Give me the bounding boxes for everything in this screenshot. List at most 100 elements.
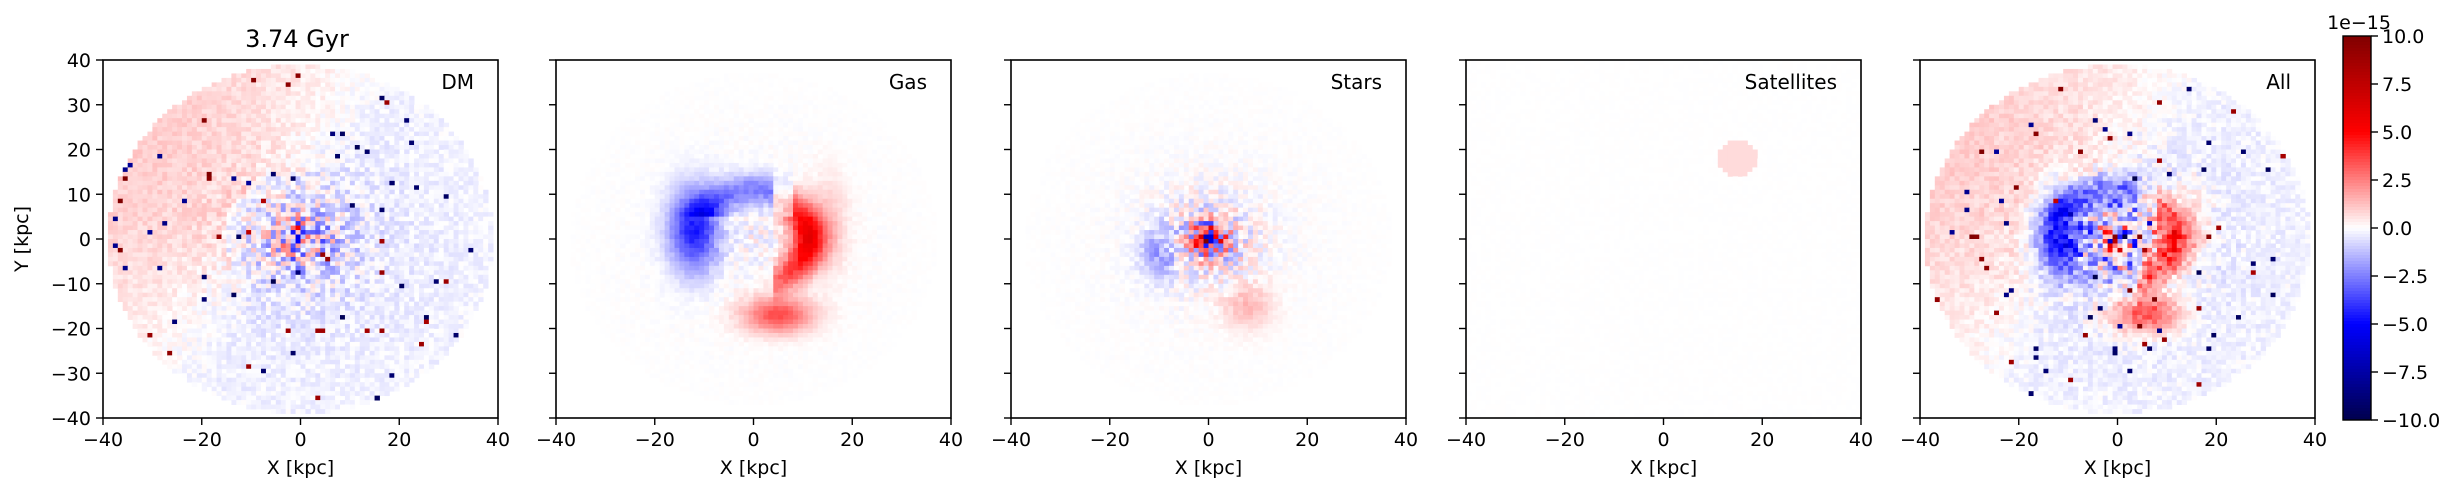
- heatmap-cell: [723, 100, 730, 106]
- heatmap-cell: [428, 301, 435, 307]
- heatmap-cell: [270, 207, 277, 213]
- heatmap-cell: [364, 400, 371, 405]
- heatmap-cell: [758, 73, 764, 79]
- heatmap-cell: [359, 212, 366, 218]
- heatmap-cell: [295, 332, 301, 338]
- heatmap-cell: [122, 252, 129, 258]
- heatmap-cell: [354, 185, 361, 191]
- heatmap-cell: [354, 243, 361, 249]
- heatmap-cell: [340, 216, 346, 222]
- heatmap-cell: [763, 100, 769, 106]
- heatmap-cell: [206, 189, 213, 195]
- heatmap-cell: [270, 127, 277, 133]
- heatmap-cell: [290, 109, 296, 115]
- heatmap-cell: [132, 221, 138, 226]
- heatmap-cell: [463, 310, 469, 316]
- heatmap-cell: [822, 104, 828, 110]
- heatmap-cell: [463, 265, 469, 271]
- heatmap-cell: [285, 274, 292, 280]
- heatmap-cell: [122, 234, 129, 240]
- heatmap-cell: [251, 261, 257, 267]
- heatmap-cell: [285, 373, 292, 379]
- heatmap-cell: [290, 404, 296, 410]
- heatmap-cell: [320, 91, 326, 97]
- heatmap-cell: [404, 100, 410, 106]
- heatmap-cell: [270, 153, 277, 159]
- heatmap-cell: [330, 225, 336, 231]
- heatmap-cell: [349, 391, 356, 397]
- heatmap-cell: [236, 341, 242, 347]
- heatmap-cell: [399, 207, 405, 213]
- heatmap-cell: [305, 377, 311, 383]
- heatmap-cell: [256, 350, 262, 356]
- heatmap-cell: [182, 230, 188, 235]
- heatmap-cell: [191, 140, 198, 146]
- heatmap-cell: [270, 185, 277, 191]
- heatmap-cell: [127, 261, 134, 267]
- heatmap-cell: [394, 167, 400, 173]
- heatmap-cell: [231, 194, 237, 200]
- heatmap-cell: [270, 86, 277, 92]
- heatmap-cell: [453, 171, 459, 177]
- heatmap-cell: [152, 328, 158, 334]
- heatmap-cell: [320, 145, 326, 150]
- heatmap-cell: [261, 373, 267, 379]
- heatmap-cell: [152, 310, 158, 316]
- heatmap-cell: [433, 180, 440, 186]
- heatmap-cell: [488, 212, 494, 218]
- heatmap-cell: [428, 337, 435, 343]
- heatmap-cell: [216, 341, 222, 347]
- heatmap-cell: [182, 221, 188, 226]
- heatmap-cell: [305, 113, 311, 119]
- heatmap-cell: [320, 216, 326, 222]
- heatmap-cell: [226, 341, 232, 347]
- heatmap-cell: [261, 194, 267, 200]
- heatmap-cell: [399, 368, 405, 374]
- heatmap-cell: [206, 301, 213, 307]
- heatmap-cell: [384, 261, 390, 267]
- heatmap-cell: [201, 274, 208, 280]
- heatmap-cell: [409, 350, 415, 356]
- heatmap-cell: [241, 332, 247, 338]
- heatmap-cell: [443, 279, 450, 285]
- heatmap-cell: [280, 377, 287, 383]
- heatmap-cell: [285, 283, 292, 289]
- heatmap-cell: [285, 288, 292, 294]
- heatmap-cell: [797, 100, 804, 106]
- heatmap-cell: [320, 180, 326, 186]
- heatmap-cell: [241, 315, 247, 320]
- heatmap-cell: [157, 265, 163, 271]
- heatmap-cell: [275, 180, 282, 186]
- heatmap-cell: [315, 306, 321, 312]
- heatmap-cell: [211, 288, 217, 294]
- heatmap-cell: [295, 337, 301, 343]
- heatmap-cell: [468, 158, 474, 164]
- heatmap-cell: [206, 225, 213, 231]
- heatmap-cell: [364, 319, 371, 325]
- heatmap-cell: [231, 86, 237, 92]
- heatmap-cell: [404, 212, 410, 218]
- heatmap-cell: [414, 109, 420, 115]
- heatmap-cell: [448, 140, 454, 146]
- heatmap-cell: [344, 131, 351, 137]
- heatmap-cell: [236, 198, 242, 204]
- heatmap-cell: [458, 189, 464, 195]
- heatmap-cell: [305, 180, 311, 186]
- heatmap-cell: [379, 100, 385, 106]
- heatmap-cell: [261, 122, 267, 128]
- heatmap-cell: [473, 221, 479, 226]
- heatmap-cell: [433, 216, 440, 222]
- heatmap-cell: [246, 310, 252, 316]
- heatmap-cell: [404, 247, 410, 253]
- heatmap-cell: [211, 185, 217, 191]
- heatmap-cell: [414, 189, 420, 195]
- heatmap-cell: [147, 140, 153, 146]
- heatmap-cell: [196, 332, 203, 338]
- heatmap-cell: [172, 310, 178, 316]
- heatmap-cell: [241, 328, 247, 334]
- heatmap-cell: [807, 95, 814, 101]
- heatmap-cell: [196, 319, 203, 325]
- heatmap-cell: [379, 171, 385, 177]
- heatmap-cell: [290, 292, 296, 298]
- heatmap-cell: [414, 247, 420, 253]
